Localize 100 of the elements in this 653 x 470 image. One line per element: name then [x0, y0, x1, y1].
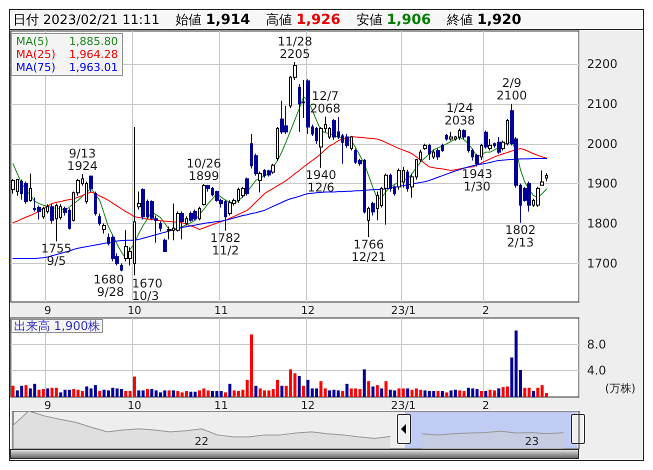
candlestick — [545, 172, 548, 182]
candlestick — [298, 84, 301, 132]
bar — [206, 390, 210, 397]
annotation: 1755 9/5 — [41, 242, 72, 268]
bar — [506, 386, 509, 397]
annotation: 1680 9/28 — [93, 272, 124, 299]
bar — [168, 390, 171, 397]
chart-title: 出来高 1,900株 — [14, 319, 100, 333]
candlestick — [50, 203, 54, 224]
bar — [184, 391, 188, 397]
candlestick — [202, 184, 206, 206]
bar — [341, 391, 344, 397]
bar — [410, 390, 414, 397]
candlestick — [376, 191, 379, 221]
bar — [68, 390, 71, 397]
annotation: 2/9 2100 — [496, 76, 528, 103]
candlestick — [449, 131, 453, 142]
candlestick — [488, 138, 492, 152]
x-tick-label: 11 — [214, 304, 228, 317]
candlestick — [384, 173, 388, 226]
candlestick — [423, 143, 427, 150]
candlestick — [367, 206, 370, 238]
bar — [120, 389, 123, 397]
candlestick — [98, 213, 101, 226]
bar — [502, 387, 505, 397]
bar — [528, 388, 531, 397]
annotation: 1782 11/2 — [210, 230, 241, 258]
bar — [458, 390, 462, 397]
annotation: 1766 12/21 — [351, 237, 386, 264]
candlestick — [436, 148, 440, 160]
text: MA(75) 1,963.01 — [16, 61, 118, 74]
candlestick — [428, 143, 431, 160]
annotation: 1943 1/30 — [462, 166, 492, 194]
bar — [142, 390, 145, 397]
y-tick-label: 2200 — [587, 57, 618, 72]
bar — [180, 392, 184, 397]
y-tick-label: 8.0 — [587, 337, 606, 352]
y-axis-title: (万株) — [605, 382, 636, 395]
x-tick-label: 9 — [44, 399, 52, 412]
bar — [336, 390, 340, 397]
candlestick — [180, 211, 184, 240]
bar — [454, 390, 457, 397]
candlestick — [280, 100, 284, 134]
x-tick-label: 2 — [482, 399, 490, 412]
bar — [38, 390, 41, 397]
bar — [484, 391, 488, 397]
y-tick-label: 1700 — [587, 256, 618, 270]
bar — [111, 388, 114, 397]
x-tick-label: 12 — [300, 399, 315, 412]
bar — [80, 391, 84, 397]
bar — [267, 390, 270, 397]
bar — [194, 392, 197, 397]
x-tick-label: 9 — [44, 304, 52, 317]
bar — [362, 369, 366, 397]
bar — [224, 392, 228, 397]
bar — [50, 388, 54, 397]
x-tick-label: 12 — [300, 304, 315, 317]
candlestick — [228, 200, 232, 216]
bar — [367, 381, 370, 397]
x-tick-label: 23 — [524, 435, 539, 448]
candlestick — [315, 126, 318, 144]
text: MA(25) 1,964.28 — [16, 48, 118, 61]
bar — [124, 391, 128, 397]
bar — [440, 391, 444, 397]
bar — [94, 385, 97, 397]
candlestick — [46, 204, 49, 214]
candlestick — [94, 191, 97, 216]
bar — [406, 388, 410, 397]
candlestick — [432, 149, 435, 160]
bar — [154, 390, 158, 397]
bar — [98, 391, 102, 397]
candlestick — [206, 184, 210, 192]
bar — [436, 391, 440, 397]
chart-title: 日付 2023/02/21 11:11 — [13, 13, 160, 28]
bar — [172, 390, 175, 397]
candlestick — [89, 175, 93, 192]
bar — [176, 391, 180, 397]
candlestick — [332, 118, 336, 140]
bar — [380, 388, 384, 397]
bar — [497, 388, 500, 397]
candlestick — [141, 188, 145, 220]
candlestick — [497, 136, 501, 154]
candlestick — [24, 181, 28, 204]
bar — [16, 390, 19, 397]
candlestick — [371, 201, 375, 216]
bar — [258, 388, 262, 397]
bar — [393, 390, 396, 397]
bar — [189, 392, 192, 397]
candlestick — [536, 186, 540, 208]
bar — [523, 388, 526, 397]
bar — [492, 390, 496, 397]
bar — [414, 388, 418, 397]
candlestick — [445, 133, 448, 142]
bar — [254, 386, 258, 397]
bar — [302, 386, 306, 397]
bar — [388, 390, 392, 397]
annotation: 1802 2/13 — [505, 222, 536, 250]
candlestick — [124, 230, 128, 262]
candlestick — [189, 211, 193, 222]
bar — [328, 390, 332, 397]
